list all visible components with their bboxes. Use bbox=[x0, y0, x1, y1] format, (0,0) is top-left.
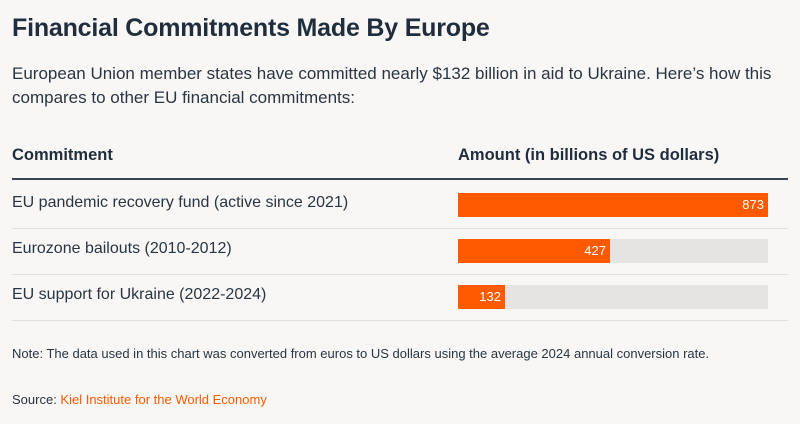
source-link[interactable]: Kiel Institute for the World Economy bbox=[60, 392, 267, 407]
column-header-commitment: Commitment bbox=[12, 146, 113, 164]
source-label: Source: bbox=[12, 392, 61, 407]
bar-value-label: 873 bbox=[742, 197, 764, 212]
column-header-amount: Amount (in billions of US dollars) bbox=[458, 146, 720, 164]
bar-value-label: 427 bbox=[584, 243, 606, 258]
chart-subtitle: European Union member states have commit… bbox=[12, 64, 772, 107]
chart-title: Financial Commitments Made By Europe bbox=[12, 14, 490, 42]
row-label: Eurozone bailouts (2010-2012) bbox=[12, 240, 232, 257]
row-label: EU pandemic recovery fund (active since … bbox=[12, 194, 349, 211]
bar-track: 873 bbox=[458, 193, 768, 217]
bar: 873 bbox=[458, 193, 768, 217]
table-row: EU pandemic recovery fund (active since … bbox=[12, 182, 788, 229]
chart-source: Source: Kiel Institute for the World Eco… bbox=[12, 392, 267, 407]
row-label: EU support for Ukraine (2022-2024) bbox=[12, 286, 267, 303]
table-row: Eurozone bailouts (2010-2012) 427 bbox=[12, 228, 788, 275]
bar-value-label: 132 bbox=[479, 289, 501, 304]
header-divider bbox=[12, 178, 788, 180]
chart-note: Note: The data used in this chart was co… bbox=[12, 346, 710, 361]
table-row: EU support for Ukraine (2022-2024) 132 bbox=[12, 274, 788, 321]
bar: 132 bbox=[458, 285, 505, 309]
bar-track: 132 bbox=[458, 285, 768, 309]
bar-track: 427 bbox=[458, 239, 768, 263]
bar: 427 bbox=[458, 239, 610, 263]
